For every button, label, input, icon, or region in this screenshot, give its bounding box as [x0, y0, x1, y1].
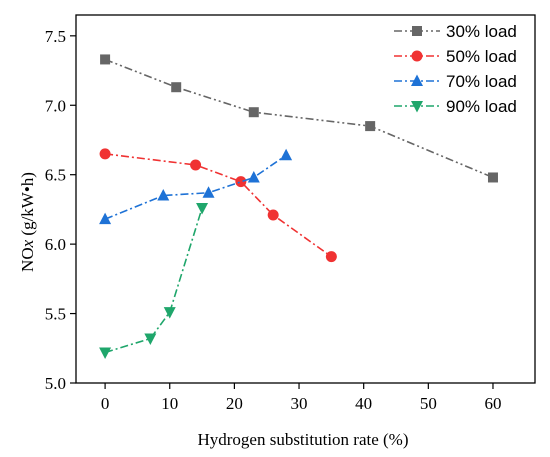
x-tick-label: 60 [484, 394, 501, 413]
legend-label: 50% load [446, 47, 517, 66]
data-point [202, 186, 215, 198]
legend-marker [411, 101, 423, 113]
series-4 [99, 203, 209, 359]
x-tick-label: 30 [291, 394, 308, 413]
y-tick-label: 5.0 [45, 374, 66, 393]
x-tick-label: 0 [101, 394, 110, 413]
y-axis-title: NOx (g/kW•h) [18, 172, 37, 272]
y-axis-title-suffix: (g/kW•h) [18, 172, 37, 240]
legend-item: 70% load [394, 72, 517, 91]
series-layer [99, 54, 498, 359]
axes: 0 10 20 30 40 50 60 5.0 5.5 6.0 6.5 7.0 7.5 [45, 27, 502, 413]
data-point [163, 307, 176, 319]
data-point [325, 251, 337, 263]
legend-marker [412, 26, 422, 36]
legend-item: 50% load [394, 47, 517, 66]
legend-label: 90% load [446, 97, 517, 116]
data-point [247, 170, 260, 183]
data-point [248, 107, 259, 118]
data-point [267, 209, 279, 221]
series-3 [99, 148, 293, 225]
data-point [157, 189, 170, 201]
data-point [144, 333, 157, 346]
legend: 30% load 50% load 70% load 90% load [394, 22, 517, 116]
data-point [99, 347, 112, 359]
legend-label: 70% load [446, 72, 517, 91]
legend-marker [411, 74, 423, 86]
series-1 [100, 54, 498, 183]
data-point [487, 172, 498, 183]
series-line [104, 58, 494, 179]
data-point [99, 212, 112, 225]
x-tick-label: 20 [226, 394, 243, 413]
x-tick-label: 40 [355, 394, 372, 413]
series-line [104, 207, 203, 354]
plot-area [75, 14, 536, 384]
data-point [100, 54, 111, 65]
legend-label: 30% load [446, 22, 517, 41]
y-axis-title-prefix: NO [18, 247, 37, 272]
data-point [190, 159, 202, 171]
x-axis-title: Hydrogen substitution rate (%) [197, 430, 408, 449]
legend-item: 30% load [394, 22, 517, 41]
data-point [280, 148, 293, 161]
data-point [235, 176, 247, 188]
data-point [365, 121, 376, 132]
y-tick-label: 7.5 [45, 27, 66, 46]
legend-marker [411, 50, 423, 62]
series-2 [99, 148, 337, 263]
data-point [99, 148, 111, 160]
legend-item: 90% load [394, 97, 517, 116]
y-tick-label: 6.5 [45, 166, 66, 185]
y-tick-label: 6.0 [45, 235, 66, 254]
data-point [171, 82, 182, 93]
data-point [196, 203, 209, 215]
plot-frame [75, 14, 536, 384]
y-tick-label: 5.5 [45, 305, 66, 324]
y-axis-title-italic: x [18, 239, 37, 248]
y-tick-label: 7.0 [45, 96, 66, 115]
x-tick-label: 10 [161, 394, 178, 413]
x-tick-label: 50 [420, 394, 437, 413]
